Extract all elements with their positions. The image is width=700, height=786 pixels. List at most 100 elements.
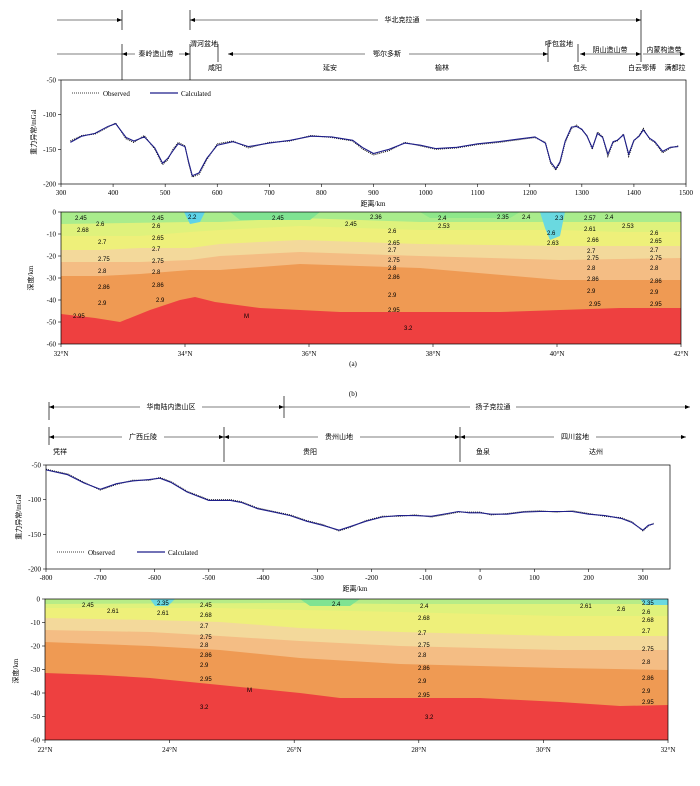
b-section-density-label: 2.9 <box>418 679 427 685</box>
a-section-density-label: 2.86 <box>587 277 599 283</box>
b-profile-ytick-label: -150 <box>28 531 41 539</box>
city-guiyang: 贵阳 <box>303 447 317 456</box>
city-pingxiang: 凭祥 <box>53 447 67 456</box>
b-section-density-label: 2.8 <box>418 653 427 659</box>
a-section-density-label: 2.9 <box>587 289 596 295</box>
a-section-ytick-label: -50 <box>47 319 57 327</box>
a-section-density-label: 2.7 <box>650 248 659 254</box>
chart-a-profile: 300 400 500 600 700 800 900 1000 1100 1200 1300 140… <box>29 77 694 209</box>
a-section-xtick-label: 40°N <box>550 350 565 358</box>
a-section-density-label: M <box>244 314 249 320</box>
b-section-density-label: 3.2 <box>425 715 434 721</box>
b-section-density-label: 2.9 <box>642 689 651 695</box>
a-profile-xtick-label: 1500 <box>679 189 694 197</box>
a-section-density-label: 2.65 <box>650 239 662 245</box>
b-section-density-label: 2.8 <box>200 643 209 649</box>
b-section-density-label: 2.9 <box>200 663 209 669</box>
a-section-density-label: 2.86 <box>388 275 400 281</box>
a-section-xtick-label: 34°N <box>178 350 193 358</box>
a-section-ytick-label: -60 <box>47 341 57 349</box>
a-profile-xtick-label: 1400 <box>627 189 642 197</box>
city-xianyang: 咸阳 <box>208 63 222 72</box>
a-section-density-label: 2.95 <box>650 302 662 308</box>
xlabel-b: 距离/km <box>343 584 368 593</box>
b-profile-xtick-label: 100 <box>529 574 540 582</box>
a-section-density-label: 2.75 <box>587 256 599 262</box>
a-section-density-label: 2.8 <box>650 266 659 272</box>
header-b-yangtze: 扬子克拉通 <box>476 402 511 411</box>
a-section-ytick-label: -10 <box>47 231 57 239</box>
city-yulin: 榆林 <box>435 63 449 72</box>
header-a: 华北克拉通 秦岭造山带 渭河盆地 鄂尔多斯 呼包盆地 阴山造山带 内蒙构造带 咸… <box>57 10 686 80</box>
legend-a-observed: Observed <box>103 90 130 98</box>
b-section-density-label: 2.35 <box>157 601 169 607</box>
b-section-ytick-label: -60 <box>31 737 41 745</box>
b-profile-series-calculated <box>45 469 654 531</box>
a-section-density-label: 2.6 <box>96 222 105 228</box>
a-section-density-label: 2.95 <box>388 308 400 314</box>
b-profile-xtick-label: -400 <box>257 574 270 582</box>
b-profile-ytick-label: -200 <box>28 566 41 574</box>
legend-b-calculated: Calculated <box>168 549 198 557</box>
b-section-density-label: 2.6 <box>617 607 626 613</box>
region-qinling: 秦岭造山带 <box>139 49 174 58</box>
a-profile-series-observed <box>70 122 679 178</box>
a-section-density-label: 2.8 <box>152 270 161 276</box>
legend-a-calculated: Calculated <box>181 90 211 98</box>
a-profile-xtick-label: 1300 <box>575 189 590 197</box>
a-profile-xtick-label: 500 <box>160 189 171 197</box>
a-profile-xtick-label: 600 <box>212 189 223 197</box>
b-section-ytick-label: -50 <box>31 713 41 721</box>
a-section-ytick-label: -30 <box>47 275 57 283</box>
b-profile-xtick-label: -800 <box>40 574 53 582</box>
b-section-density-label: 2.6 <box>642 610 651 616</box>
b-section-density-label: 2.75 <box>200 635 212 641</box>
a-section-density-label: 2.86 <box>650 279 662 285</box>
a-profile-xtick-label: 900 <box>368 189 379 197</box>
a-section-density-label: 2.75 <box>152 259 164 265</box>
b-section-density-label: 2.86 <box>642 676 654 682</box>
a-section-density-label: 2.6 <box>152 224 161 230</box>
a-section-density-label: 2.2 <box>188 215 197 221</box>
b-section-density-label: 2.86 <box>200 653 212 659</box>
a-section-density-label: 2.4 <box>522 215 531 221</box>
a-profile-xtick-label: 1000 <box>419 189 434 197</box>
a-section-density-label: 2.66 <box>587 238 599 244</box>
b-section-xtick-label: 22°N <box>38 746 53 754</box>
a-section-density-label: 2.63 <box>547 241 559 247</box>
b-profile-xtick-label: -200 <box>365 574 378 582</box>
b-section-density-label: 2.95 <box>200 677 212 683</box>
ylabel-a-section: 深度/km <box>26 265 35 290</box>
chart-a-section: 32°N 34°N 36°N 38°N 40°N 42°N 0 -10 -20 -30 -40 -50… <box>26 209 688 359</box>
a-section-density-label: 2.86 <box>152 283 164 289</box>
b-section-xtick-label: 24°N <box>162 746 177 754</box>
a-section-density-label: 2.4 <box>605 215 614 221</box>
a-section-density-label: 2.3 <box>555 216 564 222</box>
a-section-density-label: 2.6 <box>547 231 556 237</box>
city-baiyun: 白云鄂博 <box>628 63 656 72</box>
a-section-density-label: 3.2 <box>404 326 413 332</box>
a-section-density-label: 2.8 <box>98 269 107 275</box>
b-section-xtick-label: 26°N <box>287 746 302 754</box>
ylabel-b-section: 深度/km <box>11 658 20 683</box>
chart-b-section: 22°N 24°N 26°N 28°N 30°N 32°N 0 -10 -20 -30 -40 -50… <box>11 596 675 755</box>
a-section-density-label: 2.65 <box>388 241 400 247</box>
b-section-ytick-label: -20 <box>31 643 41 651</box>
legend-b: Observed Calculated <box>57 549 198 557</box>
region-ordos: 鄂尔多斯 <box>373 49 401 58</box>
a-section-density-label: 2.75 <box>98 257 110 263</box>
legend-b-observed: Observed <box>88 549 115 557</box>
b-section-density-label: M <box>247 688 252 694</box>
xlabel-a: 距离/km <box>361 199 386 208</box>
a-section-xtick-label: 32°N <box>54 350 69 358</box>
b-section-ytick-label: -40 <box>31 690 41 698</box>
a-section-density-label: 2.75 <box>388 258 400 264</box>
b-section-xtick-label: 30°N <box>536 746 551 754</box>
b-section-ytick-label: -10 <box>31 619 41 627</box>
ylabel-a: 重力异常/mGal <box>29 109 38 155</box>
city-yanan: 延安 <box>323 63 337 72</box>
a-profile-ytick-label: -50 <box>47 77 57 85</box>
header-b: (b) 华南陆内造山区 扬子克拉通 广西丘陵 贵州山地 四川盆地 凭祥 贵阳 鱼… <box>48 390 690 462</box>
a-section-density-label: 2.6 <box>388 229 397 235</box>
a-section-density-label: 2.4 <box>438 216 447 222</box>
